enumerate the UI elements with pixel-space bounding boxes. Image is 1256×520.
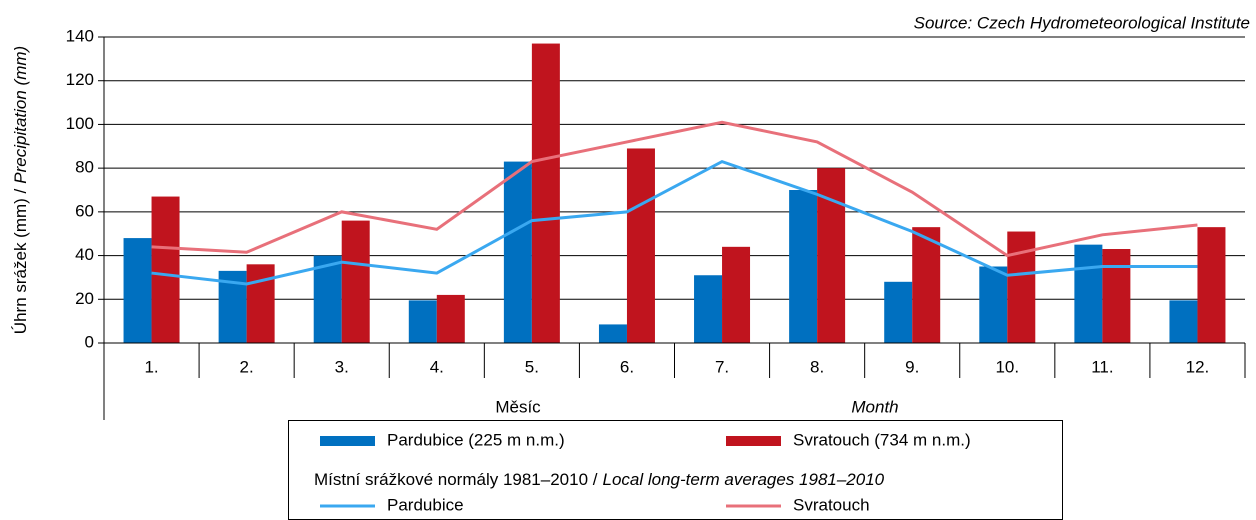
legend-label: Pardubice (225 m n.m.)	[387, 430, 565, 449]
bar	[341, 220, 370, 343]
bar	[1074, 244, 1103, 343]
legend-subtitle-part: Místní srážkové normály 1981–2010 /	[314, 470, 598, 489]
legend-swatch	[320, 436, 375, 446]
bar	[979, 266, 1008, 343]
legend-label: Svratouch (734 m n.m.)	[793, 430, 971, 449]
y-label-part: Precipitation (mm)	[11, 46, 30, 184]
legend-subtitle: Místní srážkové normály 1981–2010 /Local…	[314, 470, 885, 489]
source: Source: Czech Hydrometeorological Instit…	[914, 13, 1250, 32]
x-tick-label: 5.	[525, 357, 539, 376]
y-tick-label: 0	[85, 332, 94, 351]
legend-subtitle-part: Local long-term averages 1981–2010	[602, 470, 884, 489]
bar	[313, 255, 342, 343]
legend-label: Svratouch	[793, 495, 870, 514]
y-axis-label: Úhrn srážek (mm) / Precipitation (mm)	[11, 46, 30, 334]
bar	[151, 196, 180, 343]
x-axis-label: Měsíc	[495, 397, 541, 416]
bar	[531, 43, 560, 344]
y-tick-label: 100	[66, 114, 94, 133]
bar	[694, 275, 723, 343]
y-tick-label: 20	[75, 289, 94, 308]
bar	[817, 168, 846, 343]
bar	[1007, 231, 1036, 343]
bar	[436, 294, 465, 343]
x-tick-label: 2.	[240, 357, 254, 376]
x-tick-label: 1.	[144, 357, 158, 376]
x-tick-label: 11.	[1091, 357, 1113, 376]
x-tick-label: 7.	[715, 357, 729, 376]
y-tick-label: 80	[75, 158, 94, 177]
y-tick-label: 40	[75, 245, 94, 264]
bar	[408, 300, 437, 343]
bar	[912, 227, 941, 343]
bar	[722, 246, 751, 343]
bar	[626, 148, 655, 343]
bar	[1102, 249, 1131, 343]
legend-label: Pardubice	[387, 495, 464, 514]
x-axis-label: Month	[851, 397, 898, 416]
line	[151, 159, 1198, 286]
x-tick-label: 3.	[335, 357, 349, 376]
bar	[246, 264, 275, 343]
y-tick-label: 140	[66, 26, 94, 45]
bar	[123, 238, 152, 343]
x-tick-label: 9.	[905, 357, 919, 376]
x-tick-label: 4.	[430, 357, 444, 376]
bar	[503, 161, 532, 343]
bar	[598, 324, 627, 343]
x-tick-label: 10.	[995, 357, 1019, 376]
bar	[884, 281, 913, 343]
x-tick-label: 6.	[620, 357, 634, 376]
x-tick-label: 8.	[810, 357, 824, 376]
legend-box	[288, 420, 1063, 520]
y-label-part: Úhrn srážek (mm) /	[11, 188, 30, 334]
y-tick-label: 60	[75, 201, 94, 220]
bar	[789, 190, 818, 343]
y-tick-label: 120	[66, 70, 94, 89]
legend-swatch	[726, 436, 781, 446]
line	[151, 120, 1198, 258]
x-tick-label: 12.	[1186, 357, 1210, 376]
bar	[1197, 227, 1226, 343]
bar	[1169, 300, 1198, 343]
